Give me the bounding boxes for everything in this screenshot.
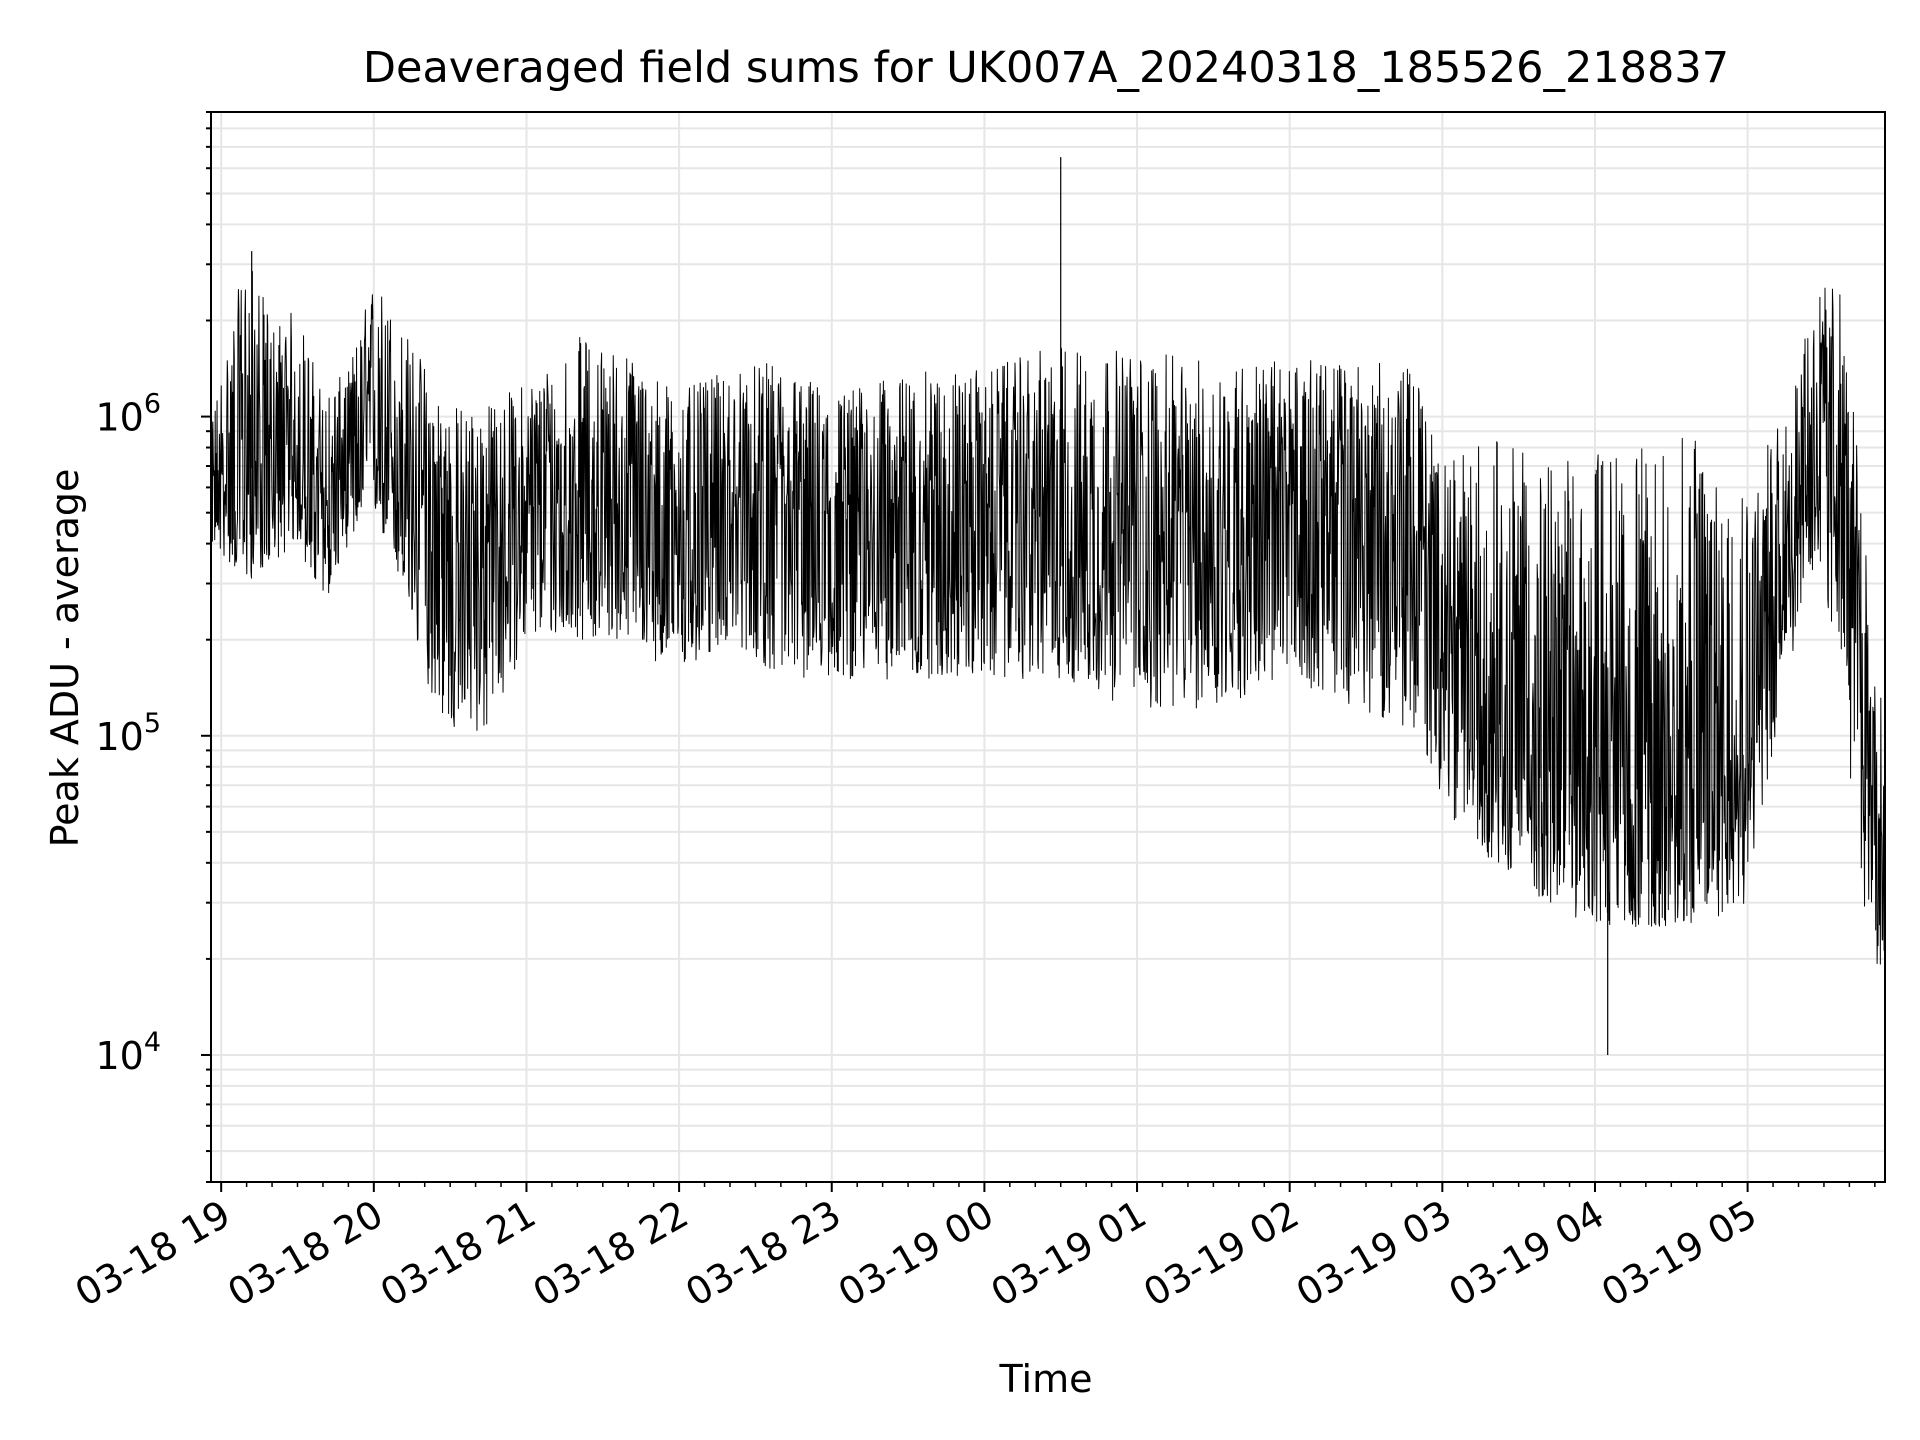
y-tick-label-exponent: 5: [144, 708, 161, 739]
data-layer: [210, 157, 1886, 1055]
y-tick-label-base: 10: [95, 396, 143, 440]
y-tick-label-base: 10: [95, 1034, 143, 1078]
y-tick-label: 105: [95, 708, 161, 759]
y-tick-label-base: 10: [95, 715, 143, 759]
y-tick-label-exponent: 4: [144, 1027, 161, 1058]
y-tick-label: 106: [95, 389, 161, 440]
y-tick-label-exponent: 6: [144, 389, 161, 420]
chart-title: Deaveraged field sums for UK007A_2024031…: [363, 43, 1729, 93]
y-tick-label: 104: [95, 1027, 161, 1078]
series-line: [210, 271, 1886, 965]
x-axis-label: Time: [999, 1357, 1093, 1401]
plot-frame: [210, 111, 1886, 1183]
y-axis-label: Peak ADU - average: [43, 469, 87, 848]
